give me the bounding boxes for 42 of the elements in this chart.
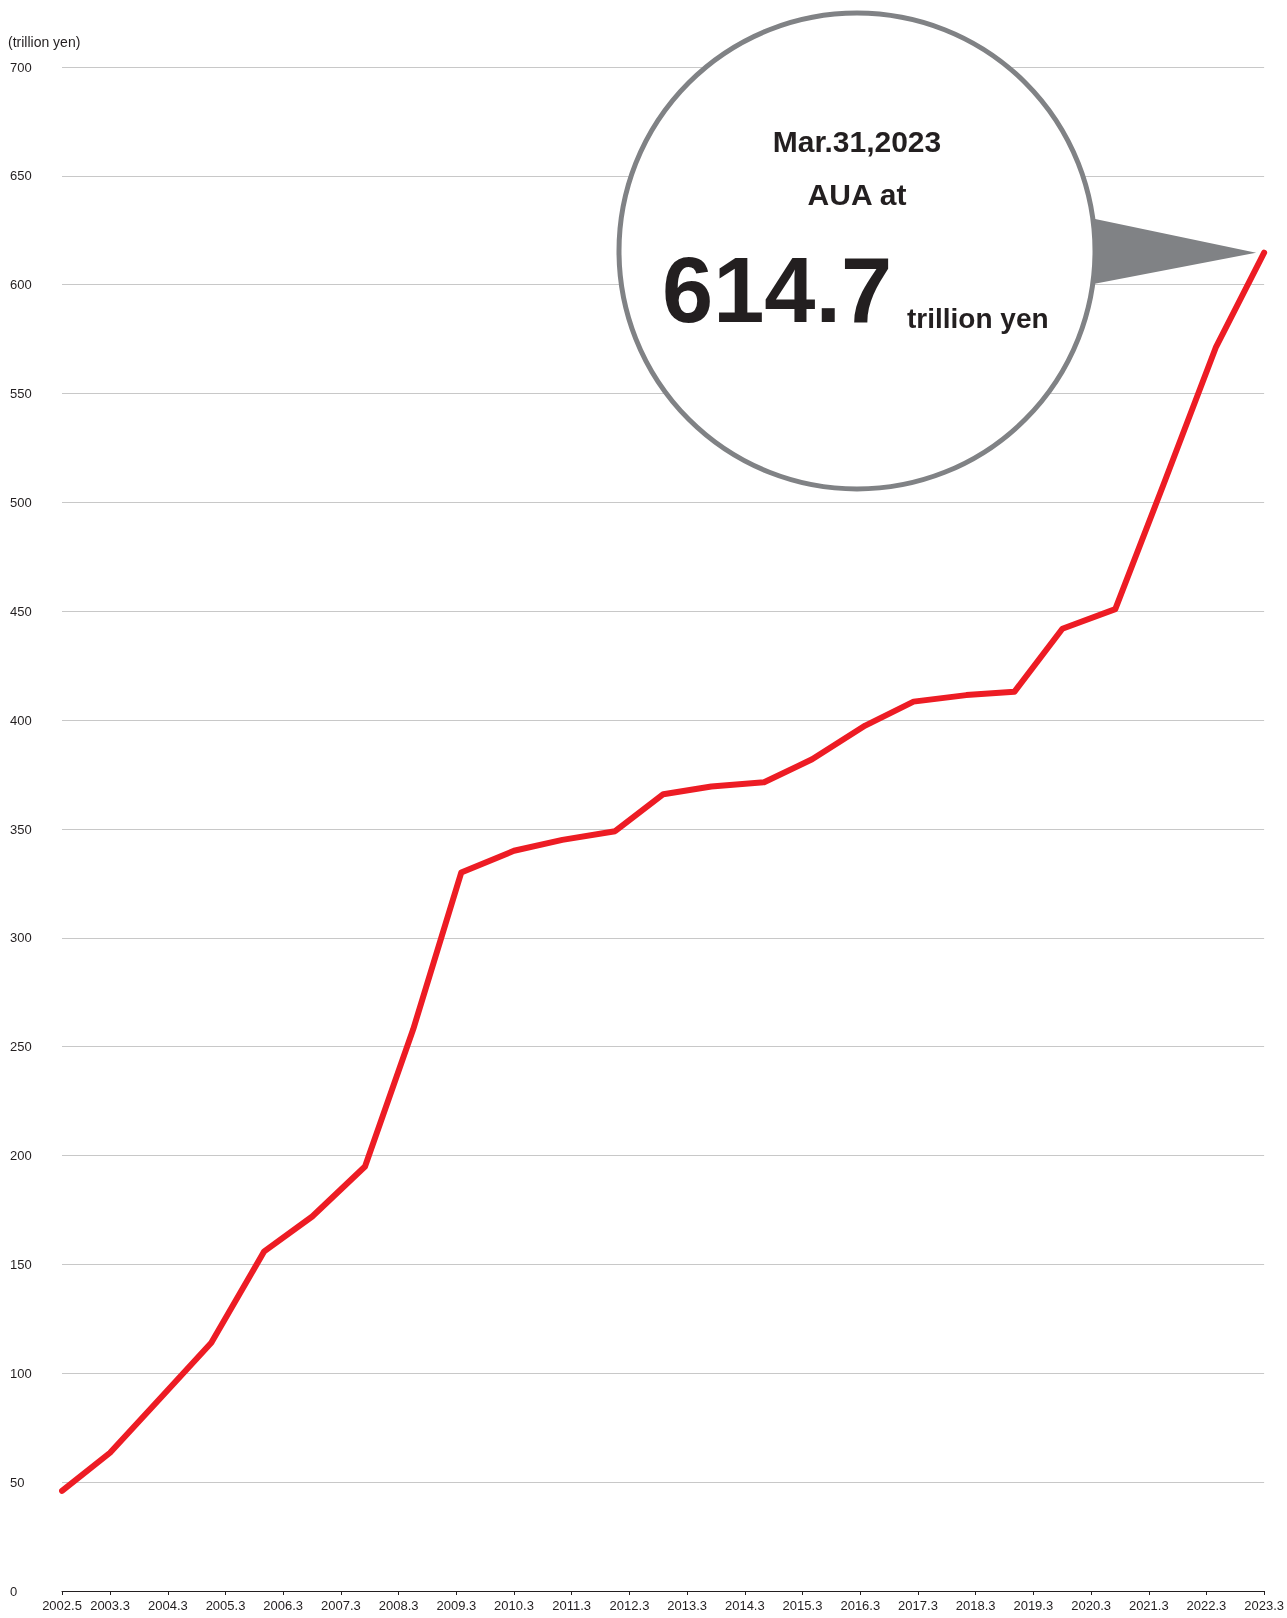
- x-tick-label: 2022.3: [1186, 1598, 1227, 1613]
- y-tick-label: 150: [10, 1256, 32, 1272]
- x-tick-label: 2015.3: [782, 1598, 823, 1613]
- x-tick-label: 2012.3: [609, 1598, 650, 1613]
- x-tick-label: 2017.3: [898, 1598, 938, 1613]
- y-tick-label: 550: [10, 386, 32, 402]
- y-axis-title: (trillion yen): [8, 34, 81, 50]
- x-tick-label: 2009.3: [436, 1598, 477, 1613]
- x-tick-label: 2018.3: [955, 1598, 996, 1613]
- x-tick-label: 2008.3: [378, 1598, 419, 1613]
- x-tick-label: 2002.5: [42, 1598, 82, 1613]
- y-tick-label: 100: [10, 1365, 32, 1381]
- x-tick-label: 2016.3: [840, 1598, 881, 1613]
- annotation: 614.7: [662, 238, 893, 343]
- y-tick-label: 400: [10, 712, 32, 728]
- x-tick-label: 2003.3: [90, 1598, 130, 1613]
- annotation: Mar.31,2023: [771, 125, 943, 159]
- x-tick-label: 2013.3: [667, 1598, 708, 1613]
- y-tick-label: 600: [10, 277, 32, 293]
- annotation: trillion yen: [907, 303, 1049, 335]
- y-tick-label: 500: [10, 494, 32, 510]
- x-tick-label: 2021.3: [1128, 1598, 1169, 1613]
- x-tick-label: 2005.3: [205, 1598, 246, 1613]
- y-tick-label: 650: [10, 168, 32, 184]
- y-tick-label: 450: [10, 603, 32, 619]
- x-tick-label: 2007.3: [320, 1598, 361, 1613]
- y-tick-label: 200: [10, 1148, 32, 1164]
- y-tick-label: 350: [10, 821, 32, 837]
- x-tick-label: 2023.3: [1244, 1598, 1284, 1613]
- y-tick-label: 700: [10, 59, 32, 75]
- y-tick-label: 250: [10, 1039, 32, 1055]
- x-tick-label: 2014.3: [724, 1598, 765, 1613]
- annotation: AUA at: [806, 178, 908, 212]
- y-tick-label: 300: [10, 930, 32, 946]
- x-tick-label: 2004.3: [147, 1598, 188, 1613]
- x-tick-label: 2020.3: [1071, 1598, 1112, 1613]
- y-tick-label: 0: [10, 1583, 18, 1599]
- x-tick-label: 2011.3: [552, 1598, 592, 1613]
- y-tick-label: 50: [10, 1474, 25, 1490]
- x-tick-label: 2019.3: [1013, 1598, 1054, 1613]
- x-tick-label: 2010.3: [494, 1598, 534, 1613]
- x-tick-label: 2006.3: [263, 1598, 304, 1613]
